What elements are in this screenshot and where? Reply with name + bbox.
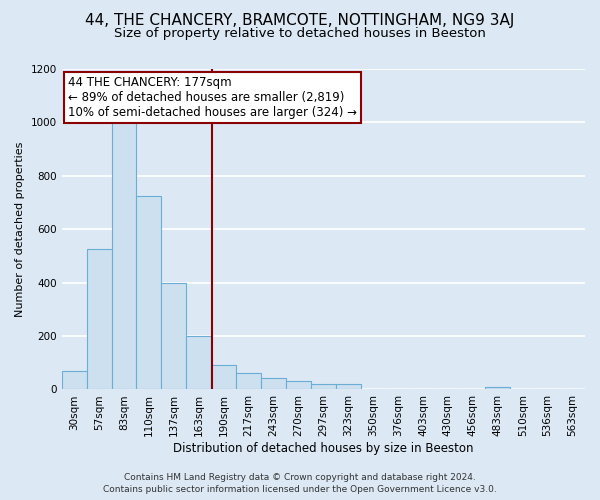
Bar: [336, 384, 361, 390]
Text: 44, THE CHANCERY, BRAMCOTE, NOTTINGHAM, NG9 3AJ: 44, THE CHANCERY, BRAMCOTE, NOTTINGHAM, …: [85, 12, 515, 28]
Bar: [286, 382, 311, 390]
Y-axis label: Number of detached properties: Number of detached properties: [15, 142, 25, 317]
Bar: [211, 366, 236, 390]
Bar: [136, 196, 161, 390]
Bar: [485, 387, 510, 390]
Bar: [161, 282, 186, 390]
Bar: [261, 378, 286, 390]
Text: Contains HM Land Registry data © Crown copyright and database right 2024.
Contai: Contains HM Land Registry data © Crown c…: [103, 472, 497, 494]
Text: Size of property relative to detached houses in Beeston: Size of property relative to detached ho…: [114, 28, 486, 40]
X-axis label: Distribution of detached houses by size in Beeston: Distribution of detached houses by size …: [173, 442, 473, 455]
Bar: [311, 384, 336, 390]
Bar: [86, 250, 112, 390]
Bar: [186, 336, 211, 390]
Bar: [62, 371, 86, 390]
Bar: [112, 122, 136, 390]
Bar: [236, 374, 261, 390]
Text: 44 THE CHANCERY: 177sqm
← 89% of detached houses are smaller (2,819)
10% of semi: 44 THE CHANCERY: 177sqm ← 89% of detache…: [68, 76, 357, 119]
